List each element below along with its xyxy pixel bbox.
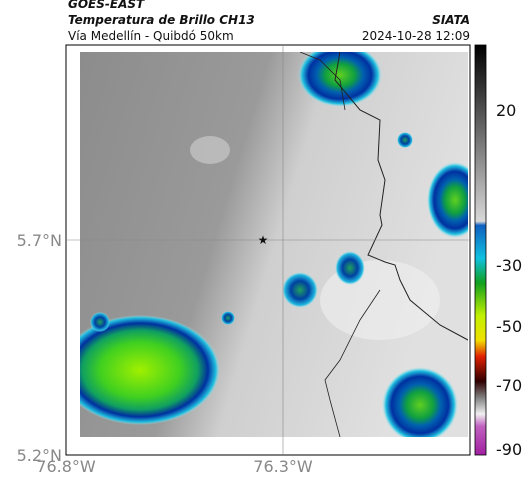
location-marker: ★ [258,233,269,247]
product: Temperatura de Brillo CH13 [68,13,255,27]
location: Vía Medellín - Quibdó 50km [68,29,234,43]
colorbar-tick-label: -90 [496,440,522,459]
colorbar-ticks: 20 -30 -50 -70 -90 [496,101,522,459]
y-tick-label: 5.2°N [17,446,62,465]
y-tick-label: 5.7°N [17,231,62,250]
agency: GOES-EAST [68,0,145,11]
colorbar [474,44,487,456]
colorbar-tick-label: -30 [496,256,522,275]
source: SIATA [432,13,470,27]
colorbar-tick-label: 20 [496,101,516,120]
x-tick-label: 76.3°W [253,457,313,476]
satellite-image [80,52,468,437]
colorbar-tick-label: -50 [496,317,522,336]
colorbar-tick-label: -70 [496,376,522,395]
datetime: 2024-10-28 12:09 [362,29,470,43]
x-tick-label: 76.8°W [36,457,96,476]
